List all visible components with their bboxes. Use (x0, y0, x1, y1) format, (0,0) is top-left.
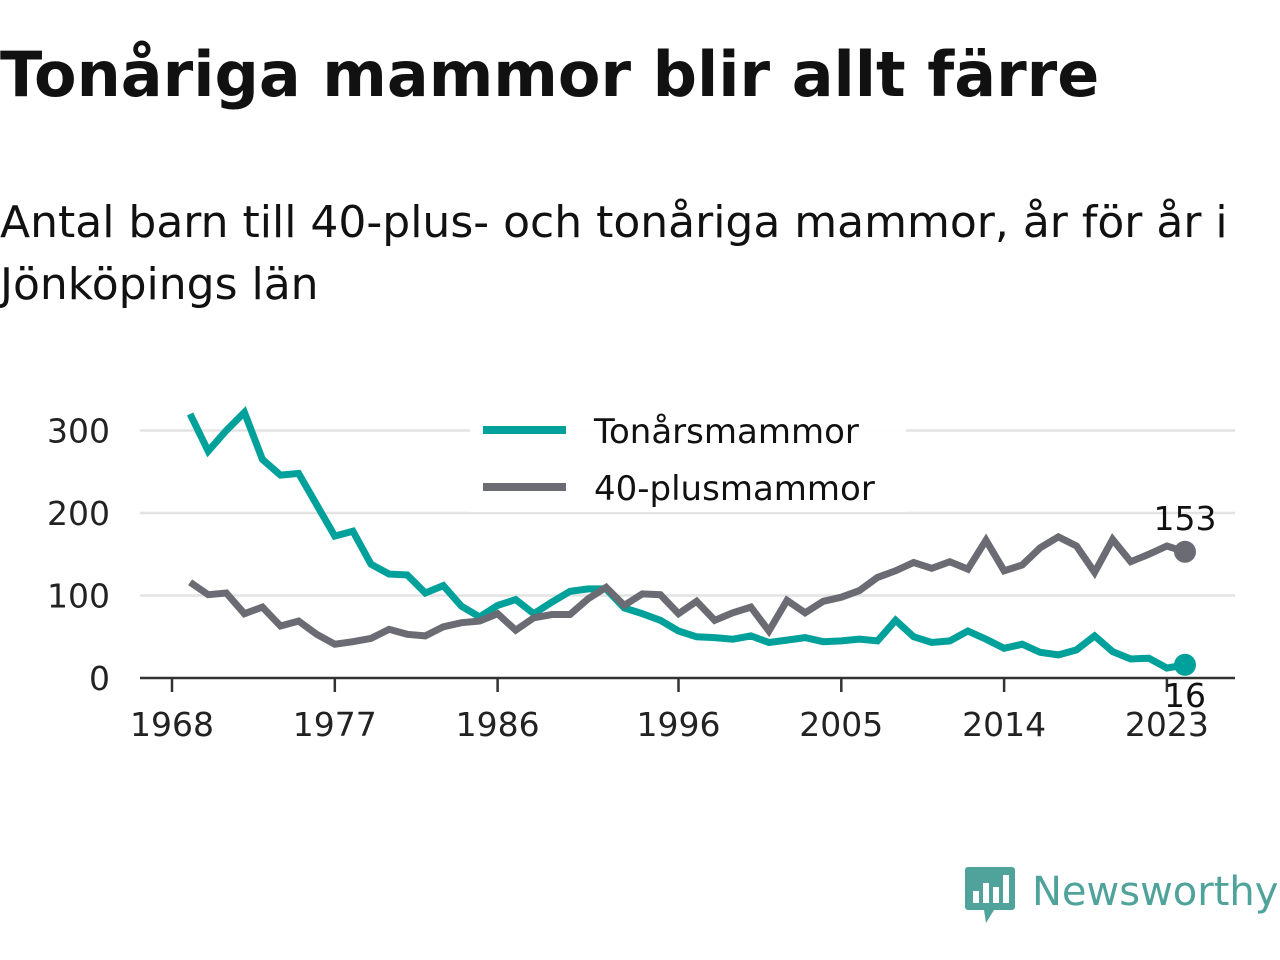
x-tick-label-1996: 1996 (637, 705, 721, 740)
bar-chart-speech-bubble-icon (965, 867, 1015, 923)
x-tick-label-2023: 2023 (1125, 705, 1209, 740)
newsworthy-branding: Newsworthy (964, 864, 1278, 928)
chart-title: Tonåriga mammor blir allt färre (0, 38, 1100, 111)
chart-subtitle: Antal barn till 40-plus- och tonåriga ma… (0, 197, 1228, 310)
legend-label-40-plusmammor: 40-plusmammor (594, 469, 875, 509)
y-axis-labels: 0 100 200 300 (47, 412, 110, 699)
x-tick-label-1977: 1977 (293, 705, 377, 740)
series-line-40-plusmammor (188, 532, 1187, 648)
x-axis: 1968 1977 1986 1996 2005 2014 2023 (130, 676, 1235, 740)
brand-name: Newsworthy (1032, 869, 1279, 915)
legend: Tonårsmammor 40-plusmammor (470, 400, 906, 512)
x-tick-label-1968: 1968 (130, 705, 214, 740)
end-point-40-plusmammor (1174, 540, 1196, 563)
x-tick-label-1986: 1986 (456, 705, 540, 740)
x-tick-label-2014: 2014 (962, 705, 1046, 740)
line-chart: 1968 1977 1986 1996 2005 2014 2023 0100200300 … (47, 400, 1235, 740)
series-line-ton-rsmammor (186, 406, 1186, 672)
end-label-ton-rsmammor: 16 (1164, 676, 1206, 715)
end-label-40-plusmammor: 153 (1154, 499, 1217, 538)
end-labels: 16 153 (1154, 499, 1217, 715)
x-tick-label-2005: 2005 (799, 705, 883, 740)
y-tick-label-200: 200 (47, 494, 110, 533)
legend-background (470, 400, 906, 512)
series-lines (186, 406, 1196, 676)
y-tick-label-0: 0 (89, 659, 110, 698)
y-tick-label-100: 100 (47, 577, 110, 616)
legend-label-tonarsmammor: Tonårsmammor (593, 412, 859, 452)
y-tick-label-300: 300 (47, 412, 110, 451)
end-point-ton-rsmammor (1174, 653, 1196, 676)
